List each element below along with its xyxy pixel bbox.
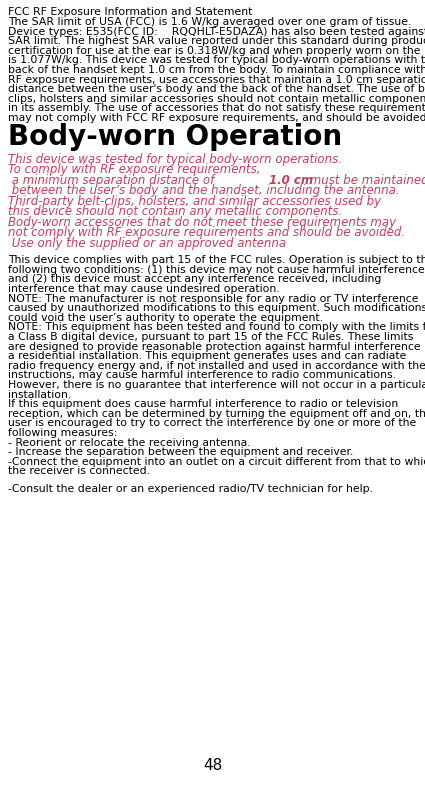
Text: a residential installation. This equipment generates uses and can radiate: a residential installation. This equipme… [8, 351, 406, 361]
Text: 1.0 cm: 1.0 cm [269, 173, 314, 187]
Text: Body-worn accessories that do not meet these requirements may: Body-worn accessories that do not meet t… [8, 216, 396, 228]
Text: To comply with RF exposure requirements,: To comply with RF exposure requirements, [8, 163, 261, 176]
Text: Use only the supplied or an approved antenna: Use only the supplied or an approved ant… [8, 236, 286, 250]
Text: interference that may cause undesired operation.: interference that may cause undesired op… [8, 284, 280, 294]
Text: -Connect the equipment into an outlet on a circuit different from that to which: -Connect the equipment into an outlet on… [8, 457, 425, 467]
Text: may not comply with FCC RF exposure requirements, and should be avoided.: may not comply with FCC RF exposure requ… [8, 113, 425, 123]
Text: FCC RF Exposure Information and Statement: FCC RF Exposure Information and Statemen… [8, 7, 252, 17]
Text: If this equipment does cause harmful interference to radio or television: If this equipment does cause harmful int… [8, 399, 398, 409]
Text: NOTE: The manufacturer is not responsible for any radio or TV interference: NOTE: The manufacturer is not responsibl… [8, 294, 419, 304]
Text: However, there is no guarantee that interference will not occur in a particular: However, there is no guarantee that inte… [8, 380, 425, 390]
Text: in its assembly. The use of accessories that do not satisfy these requirements: in its assembly. The use of accessories … [8, 104, 425, 113]
Text: This device was tested for typical body-worn operations.: This device was tested for typical body-… [8, 152, 342, 166]
Text: not comply with RF exposure requirements and should be avoided.: not comply with RF exposure requirements… [8, 226, 405, 239]
Text: installation.: installation. [8, 389, 71, 400]
Text: user is encouraged to try to correct the interference by one or more of the: user is encouraged to try to correct the… [8, 418, 416, 429]
Text: This device complies with part 15 of the FCC rules. Operation is subject to the: This device complies with part 15 of the… [8, 255, 425, 265]
Text: must be maintained: must be maintained [306, 173, 425, 187]
Text: a Class B digital device, pursuant to part 15 of the FCC Rules. These limits: a Class B digital device, pursuant to pa… [8, 332, 414, 342]
Text: - Reorient or relocate the receiving antenna.: - Reorient or relocate the receiving ant… [8, 437, 251, 447]
Text: RF exposure requirements, use accessories that maintain a 1.0 cm separation: RF exposure requirements, use accessorie… [8, 75, 425, 85]
Text: 48: 48 [203, 758, 222, 773]
Text: Body-worn Operation: Body-worn Operation [8, 122, 342, 151]
Text: could void the user’s authority to operate the equipment.: could void the user’s authority to opera… [8, 312, 323, 323]
Text: a minimum separation distance of: a minimum separation distance of [8, 173, 218, 187]
Text: certification for use at the ear is 0.318W/kg and when properly worn on the body: certification for use at the ear is 0.31… [8, 46, 425, 56]
Text: caused by unauthorized modifications to this equipment. Such modifications: caused by unauthorized modifications to … [8, 303, 425, 313]
Text: radio frequency energy and, if not installed and used in accordance with the: radio frequency energy and, if not insta… [8, 360, 425, 371]
Text: the receiver is connected.: the receiver is connected. [8, 466, 150, 476]
Text: following measures:: following measures: [8, 428, 117, 438]
Text: are designed to provide reasonable protection against harmful interference in: are designed to provide reasonable prote… [8, 341, 425, 352]
Text: The SAR limit of USA (FCC) is 1.6 W/kg averaged over one gram of tissue.: The SAR limit of USA (FCC) is 1.6 W/kg a… [8, 17, 411, 27]
Text: - Increase the separation between the equipment and receiver.: - Increase the separation between the eq… [8, 447, 353, 457]
Text: back of the handset kept 1.0 cm from the body. To maintain compliance with FCC: back of the handset kept 1.0 cm from the… [8, 65, 425, 75]
Text: SAR limit. The highest SAR value reported under this standard during product: SAR limit. The highest SAR value reporte… [8, 36, 425, 46]
Text: this device should not contain any metallic components.: this device should not contain any metal… [8, 205, 342, 218]
Text: distance between the user's body and the back of the handset. The use of belt: distance between the user's body and the… [8, 84, 425, 94]
Text: Third-party belt-clips, holsters, and similar accessories used by: Third-party belt-clips, holsters, and si… [8, 195, 381, 207]
Text: instructions, may cause harmful interference to radio communications.: instructions, may cause harmful interfer… [8, 371, 396, 380]
Text: is 1.077W/kg. This device was tested for typical body-worn operations with the: is 1.077W/kg. This device was tested for… [8, 56, 425, 65]
Text: following two conditions: (1) this device may not cause harmful interference,: following two conditions: (1) this devic… [8, 265, 425, 275]
Text: clips, holsters and similar accessories should not contain metallic components: clips, holsters and similar accessories … [8, 93, 425, 104]
Text: between the user’s body and the handset, including the antenna.: between the user’s body and the handset,… [8, 184, 399, 197]
Text: and (2) this device must accept any interference received, including: and (2) this device must accept any inte… [8, 274, 381, 284]
Text: reception, which can be determined by turning the equipment off and on, the: reception, which can be determined by tu… [8, 409, 425, 418]
Text: -Consult the dealer or an experienced radio/TV technician for help.: -Consult the dealer or an experienced ra… [8, 484, 373, 494]
Text: NOTE: This equipment has been tested and found to comply with the limits for: NOTE: This equipment has been tested and… [8, 323, 425, 332]
Text: Device types: E535(FCC ID:    RQQHLT-E5DAZA) has also been tested against this: Device types: E535(FCC ID: RQQHLT-E5DAZA… [8, 27, 425, 37]
